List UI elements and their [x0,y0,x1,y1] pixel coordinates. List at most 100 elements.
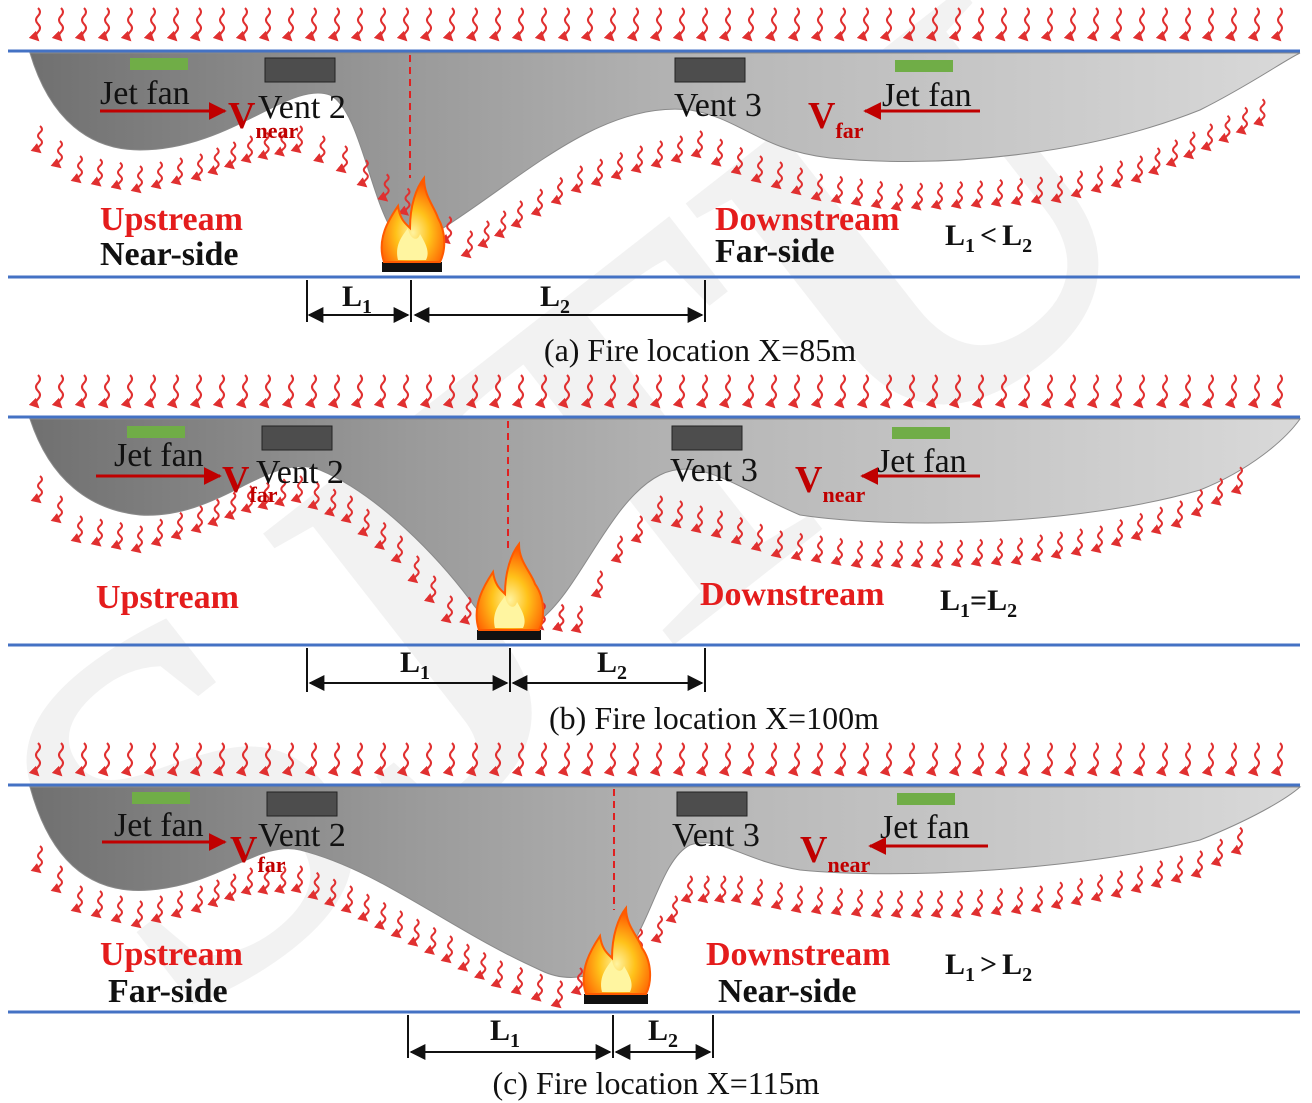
heat-wave-arrow-icon [580,374,593,409]
vent-icon [674,57,746,83]
heat-wave-arrow-icon [713,875,727,904]
jet-fan-icon [892,427,950,439]
heat-wave-arrow-icon [910,890,923,919]
vent-label: Vent 2 [256,454,344,491]
heat-wave-arrow-icon [672,7,685,42]
heat-wave-arrow-icon [950,890,963,919]
heat-wave-arrow-icon [665,895,678,924]
heat-wave-arrow-icon [879,7,892,42]
length-comparison: L1 < L2 [945,219,1032,257]
heat-wave-arrow-icon [1110,870,1123,899]
heat-wave-arrow-icon [1178,374,1191,409]
heat-wave-arrow-icon [626,374,639,409]
heat-wave-arrow-icon [150,895,163,924]
heat-wave-arrow-icon [488,7,501,42]
heat-wave-arrow-icon [990,537,1003,567]
heat-wave-arrow-icon [1132,374,1145,409]
heat-wave-arrow-icon [1170,855,1183,884]
heat-wave-arrow-icon [407,918,420,947]
heat-wave-arrow-icon [350,7,363,42]
heat-wave-arrow-icon [787,374,800,409]
heat-wave-arrow-icon [741,7,754,42]
vent-label: Vent 3 [670,452,758,489]
smoke-heat-arrows [30,466,1243,634]
heat-wave-arrow-icon [695,742,708,777]
heat-wave-arrow-icon [510,200,523,229]
heat-wave-arrow-icon [550,176,563,205]
heat-wave-arrow-icon [690,505,703,534]
heat-wave-arrow-icon [890,540,903,569]
ceiling-heat-arrows [28,7,1283,42]
heat-wave-arrow-icon [950,539,963,568]
heat-wave-arrow-icon [488,742,501,777]
jet-fan-label: Jet fan [877,443,967,480]
heat-wave-arrow-icon [879,742,892,777]
heat-wave-arrow-icon [70,885,83,914]
heat-wave-arrow-icon [190,153,203,182]
heat-wave-arrow-icon [590,158,603,187]
downstream-label: Downstream [715,201,899,238]
heat-wave-arrow-icon [212,7,225,42]
heat-wave-arrow-icon [1110,518,1123,548]
length-comparison: L1=L2 [940,584,1017,622]
heat-wave-arrow-icon [710,138,723,167]
heat-wave-arrow-icon [580,742,593,777]
heat-wave-arrow-icon [1224,7,1237,42]
heat-wave-arrow-icon [396,742,409,777]
heat-wave-arrow-icon [257,131,270,160]
heat-wave-arrow-icon [390,910,403,939]
heat-wave-arrow-icon [570,165,583,194]
heat-wave-arrow-icon [1109,742,1122,777]
fire-icon [582,905,652,1004]
heat-wave-arrow-icon [510,966,523,995]
heat-wave-arrow-icon [1190,488,1203,518]
heat-wave-arrow-icon [150,161,163,190]
heat-wave-arrow-icon [460,230,473,259]
heat-wave-arrow-icon [207,147,220,176]
heat-wave-arrow-icon [810,173,823,202]
heat-wave-arrow-icon [373,7,386,42]
smoke-heat-arrows [30,98,1266,259]
downstream-side-label: Far-side [715,233,835,270]
heat-wave-arrow-icon [950,180,963,210]
panel-c: Jet fan Vent 2 Vent 3 Jet fan Vfar Vnear… [8,742,1302,1101]
heat-wave-arrow-icon [1253,98,1266,127]
heat-wave-arrow-icon [1201,742,1214,777]
heat-wave-arrow-icon [1090,525,1103,554]
jet-fan-icon [132,792,190,804]
heat-wave-arrow-icon [130,525,143,554]
heat-wave-arrow-icon [327,374,340,409]
heat-wave-arrow-icon [130,165,143,194]
heat-wave-arrow-icon [143,374,156,409]
velocity-label: Vnear [800,829,870,877]
heat-wave-arrow-icon [273,478,287,507]
heat-wave-arrow-icon [902,742,915,777]
heat-wave-arrow-icon [511,374,524,409]
heat-wave-arrow-icon [398,187,411,216]
heat-wave-arrow-icon [790,532,803,561]
heat-wave-arrow-icon [971,7,984,42]
heat-wave-arrow-icon [207,498,220,527]
jet-fan-label: Jet fan [100,75,190,112]
jet-fan-label: Jet fan [880,809,970,846]
heat-wave-arrow-icon [419,7,432,42]
heat-wave-arrow-icon [1155,374,1168,409]
heat-wave-arrow-icon [695,374,708,409]
heat-wave-arrow-icon [1090,165,1103,194]
heat-wave-arrow-icon [610,535,623,564]
heat-wave-arrow-icon [925,374,938,409]
heat-wave-arrow-icon [166,374,179,409]
heat-wave-arrow-icon [1070,528,1083,557]
heat-wave-arrow-icon [1224,374,1237,409]
jet-fan-icon [127,426,185,438]
heat-wave-arrow-icon [70,515,83,544]
upstream-label: Upstream [96,579,239,616]
jet-fan-label: Jet fan [114,807,204,844]
downstream-side-label: Near-side [718,973,856,1010]
dimension-l1-label: L1 [490,1014,520,1052]
heat-wave-arrow-icon [51,7,64,42]
heat-wave-arrow-icon [1183,131,1196,160]
heat-wave-arrow-icon [930,890,943,919]
heat-wave-arrow-icon [1086,7,1099,42]
vent-icon [671,425,743,451]
